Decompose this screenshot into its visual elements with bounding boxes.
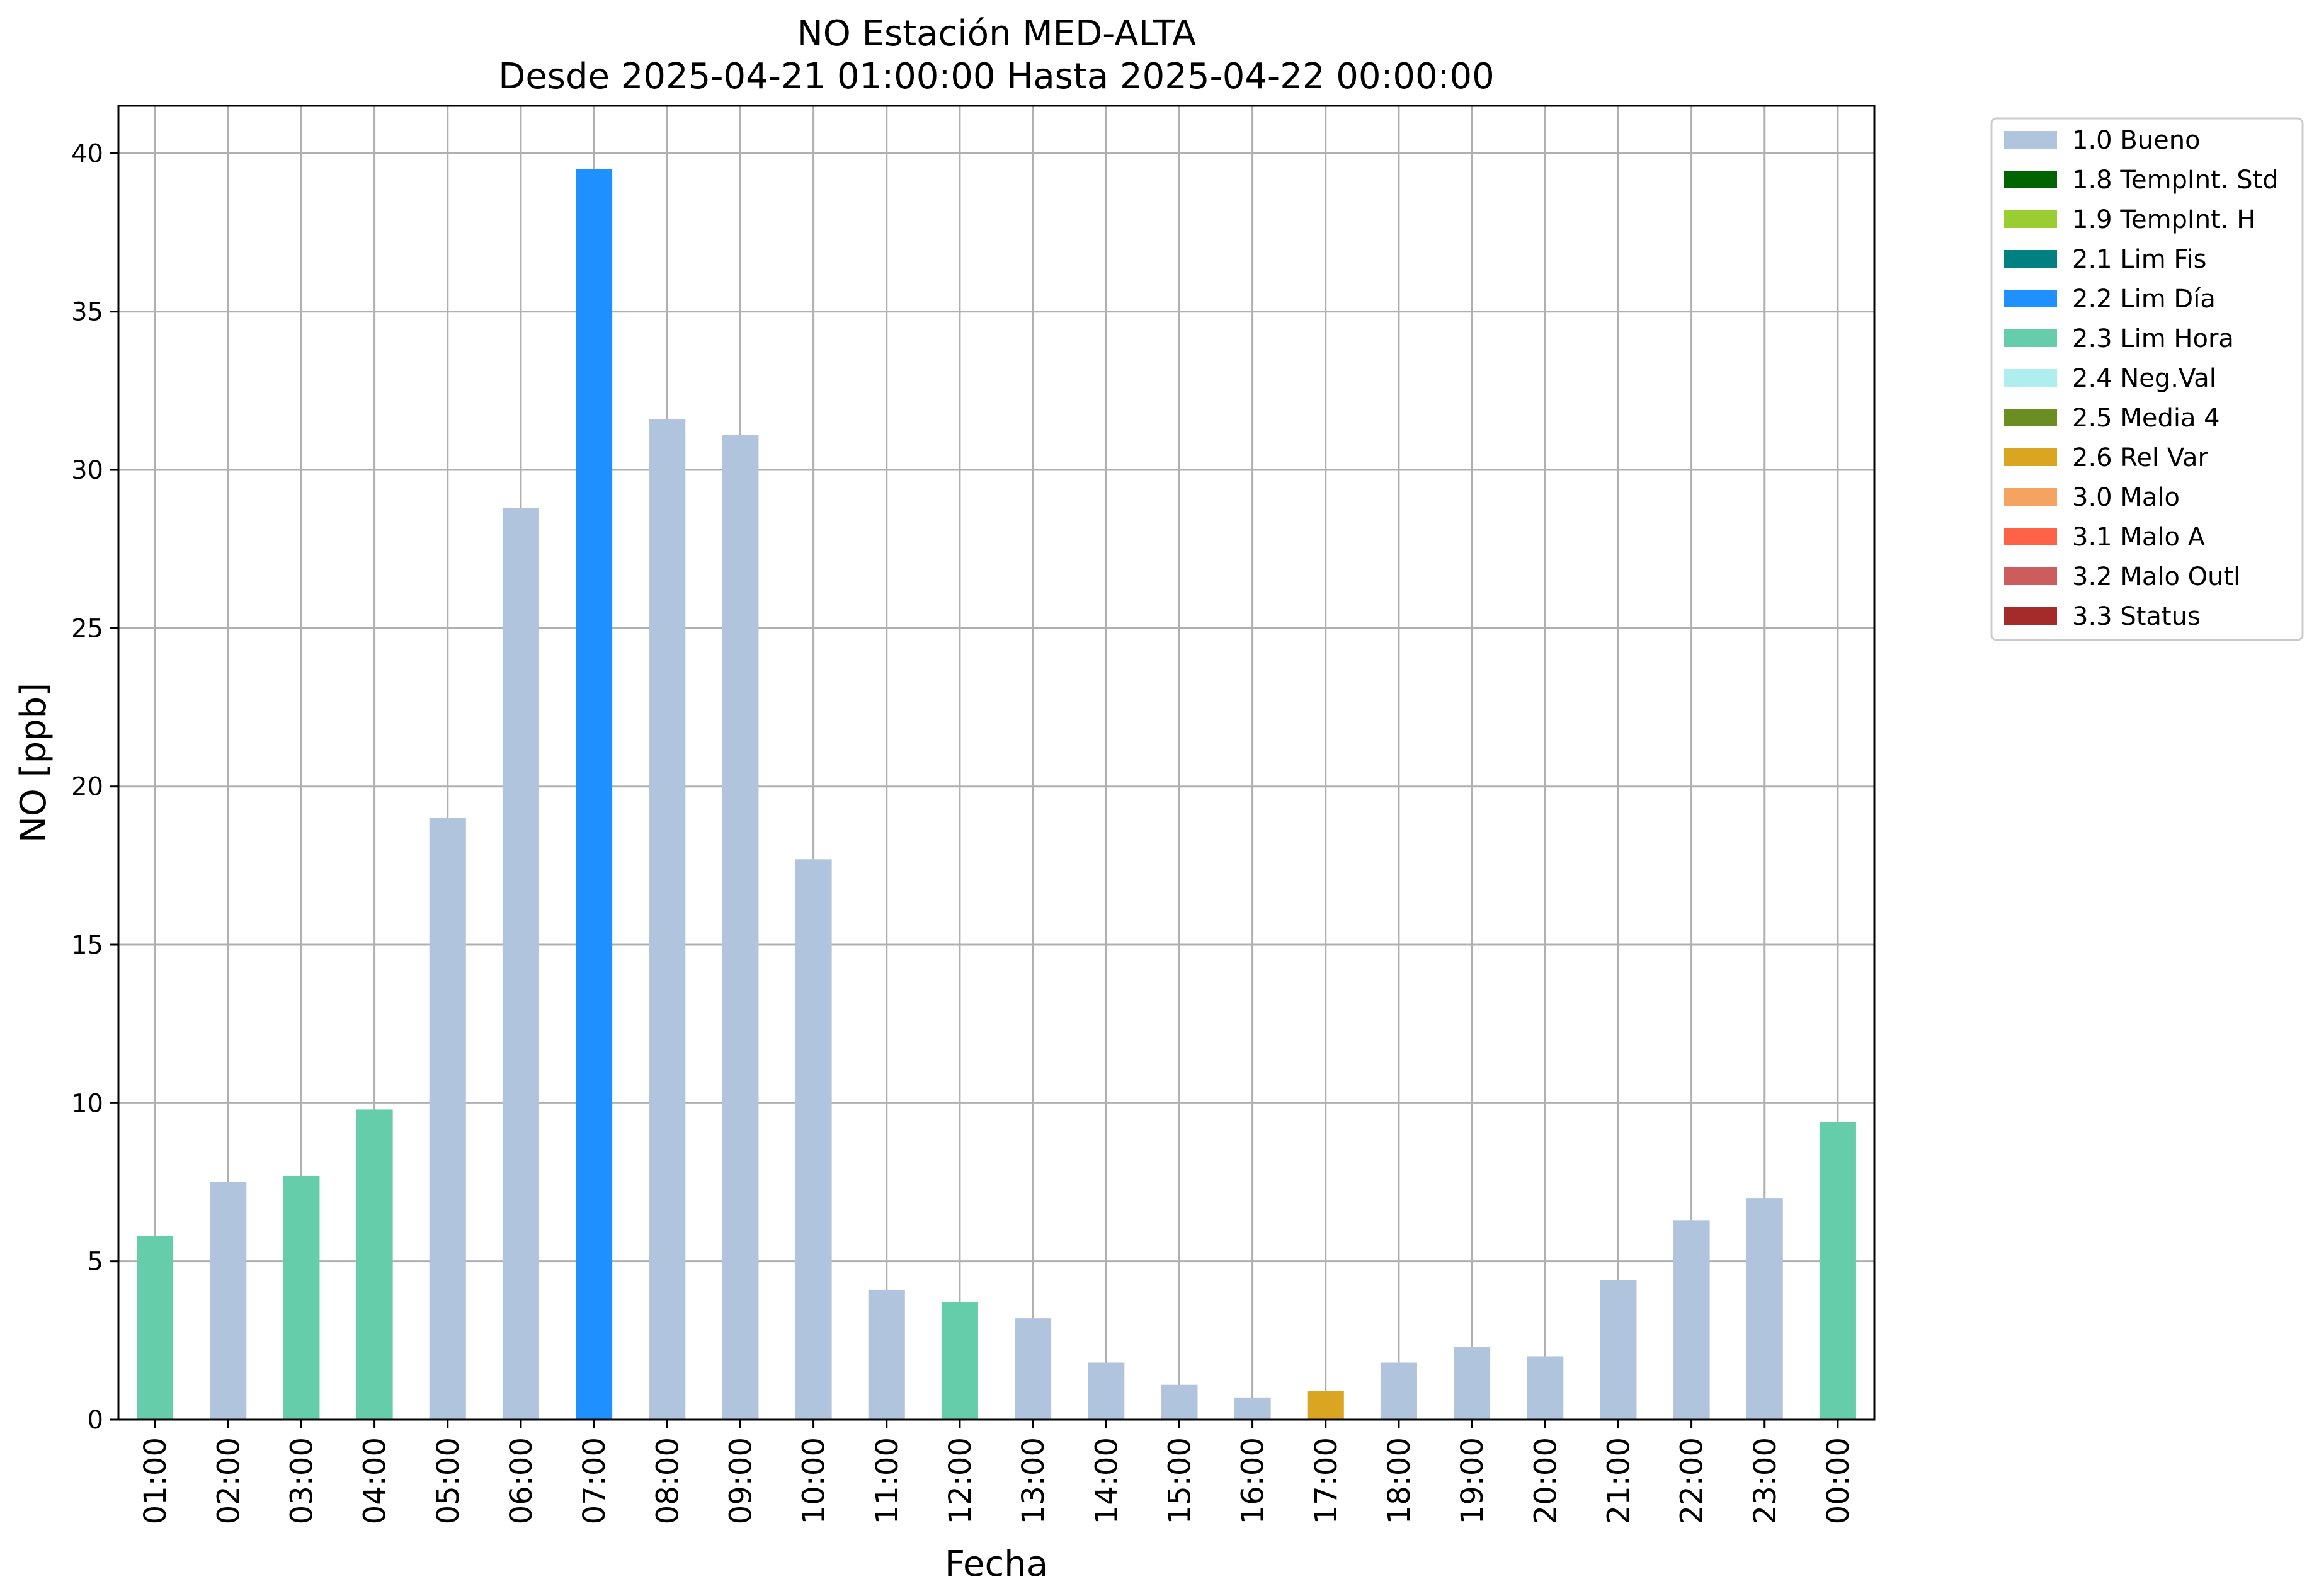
legend-swatch <box>2004 369 2057 387</box>
bar-2300 <box>1746 1198 1783 1420</box>
legend-label: 1.0 Bueno <box>2072 126 2201 155</box>
bar-2000 <box>1527 1356 1564 1420</box>
y-tick-label: 40 <box>71 139 103 168</box>
x-tick-label: 23:00 <box>1748 1437 1783 1524</box>
legend-label: 3.1 Malo A <box>2072 523 2206 552</box>
x-tick-label: 20:00 <box>1528 1437 1563 1524</box>
bar-1200 <box>941 1302 978 1420</box>
x-tick-label: 17:00 <box>1309 1437 1344 1524</box>
x-tick-label: 07:00 <box>577 1437 612 1524</box>
chart-subtitle: Desde 2025-04-21 01:00:00 Hasta 2025-04-… <box>498 56 1495 97</box>
x-tick-label: 12:00 <box>943 1437 978 1524</box>
legend-swatch <box>2004 409 2057 426</box>
x-tick-label: 08:00 <box>650 1437 685 1524</box>
bar-2100 <box>1600 1280 1637 1420</box>
x-tick-label: 16:00 <box>1236 1437 1271 1524</box>
bar-1800 <box>1380 1362 1417 1420</box>
x-tick-label: 18:00 <box>1382 1437 1417 1524</box>
bar-0300 <box>283 1175 320 1420</box>
bar-1900 <box>1454 1347 1491 1420</box>
y-tick-label: 30 <box>71 456 103 485</box>
legend-label: 3.3 Status <box>2072 602 2201 631</box>
x-tick-label: 09:00 <box>723 1437 758 1524</box>
legend-swatch <box>2004 607 2057 625</box>
legend-swatch <box>2004 528 2057 545</box>
legend-swatch <box>2004 210 2057 228</box>
x-tick-label: 06:00 <box>504 1437 539 1524</box>
x-tick-label: 21:00 <box>1601 1437 1636 1524</box>
legend-label: 2.2 Lim Día <box>2072 285 2216 314</box>
legend-label: 2.5 Media 4 <box>2072 404 2220 433</box>
bar-0900 <box>722 435 759 1420</box>
bar-0700 <box>576 169 613 1420</box>
x-tick-label: 13:00 <box>1016 1437 1051 1524</box>
x-tick-label: 04:00 <box>358 1437 393 1524</box>
x-tick-label: 14:00 <box>1089 1437 1124 1524</box>
legend-label: 3.0 Malo <box>2072 483 2180 512</box>
x-tick-label: 00:00 <box>1821 1437 1856 1524</box>
x-tick-label: 22:00 <box>1675 1437 1710 1524</box>
bar-0600 <box>502 508 539 1420</box>
x-tick-label: 10:00 <box>797 1437 832 1524</box>
legend-swatch <box>2004 250 2057 268</box>
axis-ticks: 0 5 10 15 20 25 30 35 40 01:00 02:00 03:00 04:00 05:0… <box>71 139 1856 1524</box>
y-tick-label: 15 <box>71 931 103 960</box>
y-tick-label: 0 <box>88 1406 103 1435</box>
legend-swatch <box>2004 329 2057 347</box>
x-tick-label: 19:00 <box>1455 1437 1490 1524</box>
y-tick-label: 35 <box>71 298 103 327</box>
legend-swatch <box>2004 488 2057 506</box>
bar-1100 <box>868 1289 905 1420</box>
legend-swatch <box>2004 131 2057 149</box>
bar-0500 <box>429 818 466 1420</box>
plot-frame <box>117 105 1876 1421</box>
legend-label: 2.1 Lim Fis <box>2072 245 2206 274</box>
bar-1700 <box>1307 1391 1344 1420</box>
legend-label: 2.6 Rel Var <box>2072 443 2209 472</box>
bar-0400 <box>356 1109 393 1420</box>
chart-title: NO Estación MED-ALTA <box>797 13 1196 54</box>
legend-swatch <box>2004 448 2057 466</box>
legend-label: 2.4 Neg.Val <box>2072 364 2216 393</box>
y-tick-label: 25 <box>71 614 103 643</box>
y-axis-label: NO [ppb] <box>13 683 54 843</box>
bars <box>137 169 1856 1420</box>
bar-0000 <box>1819 1122 1856 1420</box>
bar-0100 <box>137 1236 174 1420</box>
legend-label: 1.9 TempInt. H <box>2072 205 2255 234</box>
bar-1400 <box>1088 1362 1125 1420</box>
x-tick-label: 01:00 <box>138 1437 173 1524</box>
y-tick-label: 20 <box>71 773 103 802</box>
bar-1600 <box>1234 1397 1271 1420</box>
x-tick-label: 02:00 <box>211 1437 246 1524</box>
legend-frame <box>1990 117 2304 641</box>
legend-swatch <box>2004 290 2057 307</box>
x-tick-label: 05:00 <box>431 1437 466 1524</box>
bar-0200 <box>210 1182 247 1420</box>
bar-0800 <box>649 419 686 1420</box>
legend-label: 2.3 Lim Hora <box>2072 324 2234 353</box>
legend-swatch <box>2004 171 2057 188</box>
y-tick-label: 10 <box>71 1089 103 1118</box>
x-tick-label: 03:00 <box>284 1437 319 1524</box>
legend-label: 3.2 Malo Outl <box>2072 562 2240 591</box>
legend: 1.0 Bueno 1.8 TempInt. Std 1.9 TempInt. H 2… <box>1990 117 2304 641</box>
bar-1500 <box>1161 1384 1198 1420</box>
x-axis-label: Fecha <box>945 1544 1048 1585</box>
legend-swatch <box>2004 567 2057 585</box>
bar-1300 <box>1015 1318 1052 1420</box>
x-tick-label: 11:00 <box>870 1437 905 1524</box>
x-tick-label: 15:00 <box>1162 1437 1197 1524</box>
bar-1000 <box>795 859 832 1420</box>
y-tick-label: 5 <box>88 1248 103 1277</box>
legend-label: 1.8 TempInt. Std <box>2072 166 2279 195</box>
bar-2200 <box>1673 1220 1710 1420</box>
